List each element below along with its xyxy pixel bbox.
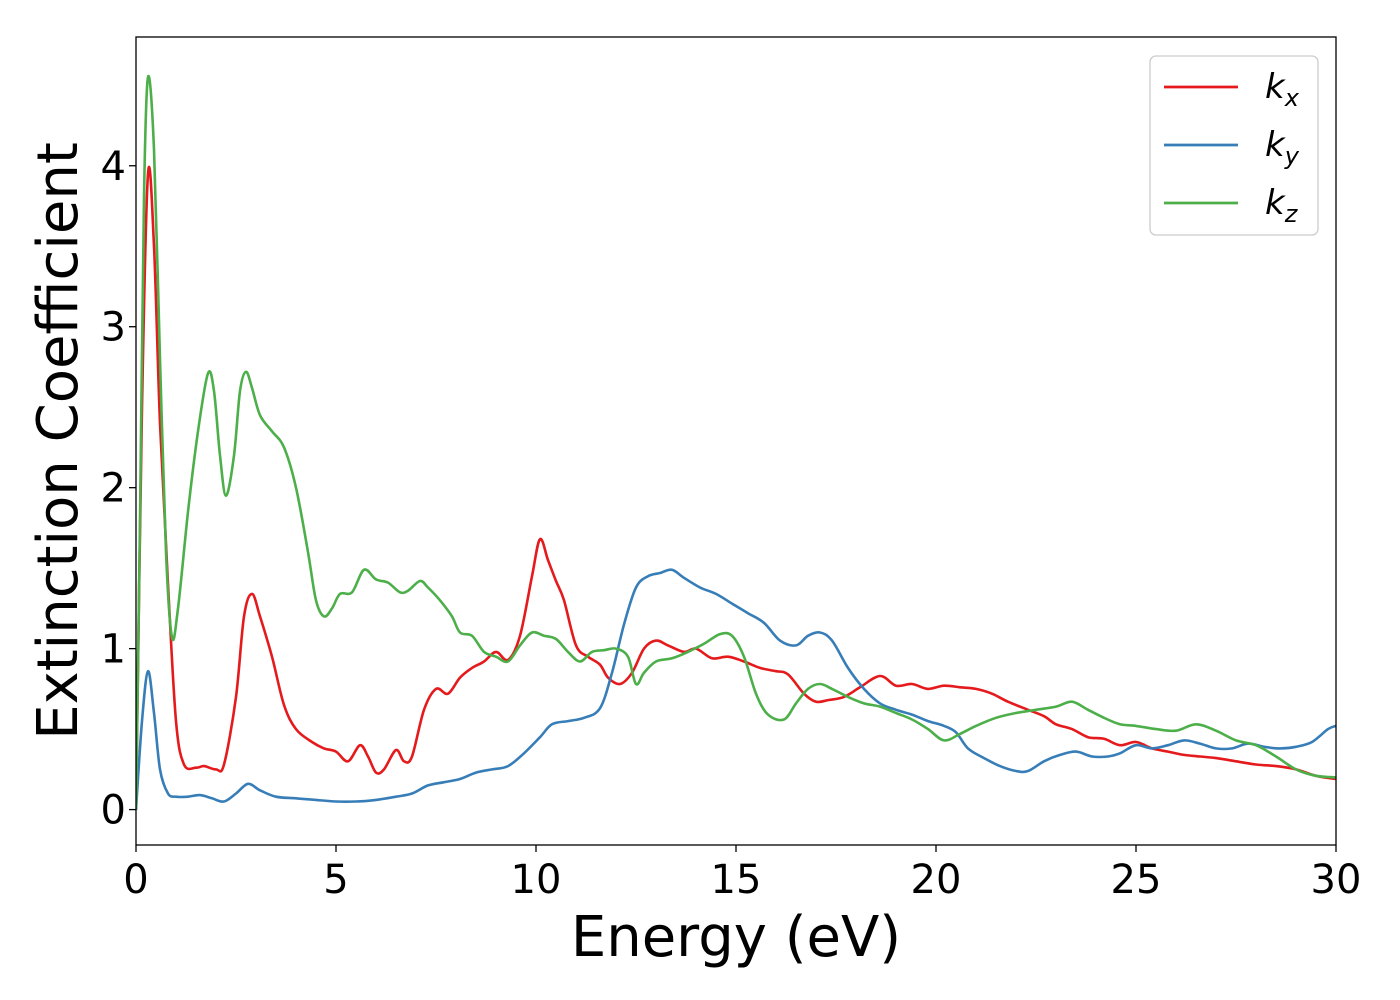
y-tick-label: 2 bbox=[101, 466, 126, 512]
y-tick-label: 3 bbox=[101, 305, 126, 351]
x-tick-label: 5 bbox=[323, 857, 348, 903]
series-lines bbox=[136, 74, 1336, 810]
series-line-y bbox=[136, 568, 1336, 810]
x-tick-label: 0 bbox=[123, 857, 148, 903]
x-tick-label: 20 bbox=[911, 857, 962, 903]
y-axis-title: Extinction Coefficient bbox=[26, 142, 91, 740]
x-tick-label: 30 bbox=[1311, 857, 1362, 903]
legend-label-x: kx bbox=[1265, 67, 1300, 112]
y-tick-label: 4 bbox=[101, 144, 126, 190]
x-axis: 0 5 10 15 20 25 30 bbox=[123, 845, 1361, 903]
y-tick-label: 0 bbox=[101, 788, 126, 834]
x-axis-title: Energy (eV) bbox=[571, 905, 901, 970]
y-tick-label: 1 bbox=[101, 627, 126, 673]
series-line-z bbox=[136, 74, 1336, 810]
series-line-x bbox=[136, 165, 1336, 810]
y-axis: 0 1 2 3 4 bbox=[101, 144, 136, 834]
legend-label-y: ky bbox=[1265, 125, 1300, 170]
x-tick-label: 10 bbox=[511, 857, 562, 903]
x-tick-label: 25 bbox=[1111, 857, 1162, 903]
x-tick-label: 15 bbox=[711, 857, 762, 903]
